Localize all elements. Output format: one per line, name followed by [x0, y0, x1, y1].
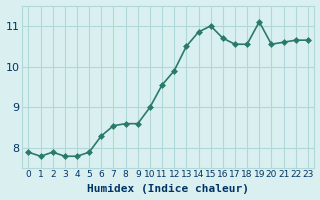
X-axis label: Humidex (Indice chaleur): Humidex (Indice chaleur)	[87, 184, 249, 194]
